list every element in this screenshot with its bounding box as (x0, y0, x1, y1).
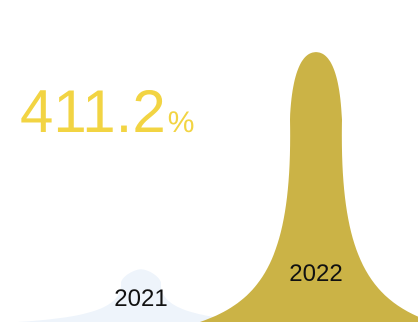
growth-rate: 411.2% (20, 82, 194, 142)
bars-layer (17, 52, 418, 322)
labels-layer: 2021 2022 (114, 260, 342, 312)
growth-rate-unit: % (167, 106, 195, 139)
bar-2022 (200, 52, 418, 322)
category-label-2021: 2021 (114, 285, 167, 312)
growth-rate-value: 411.2 (20, 78, 166, 145)
category-label-2022: 2022 (289, 260, 342, 287)
bar-2021 (17, 269, 265, 322)
